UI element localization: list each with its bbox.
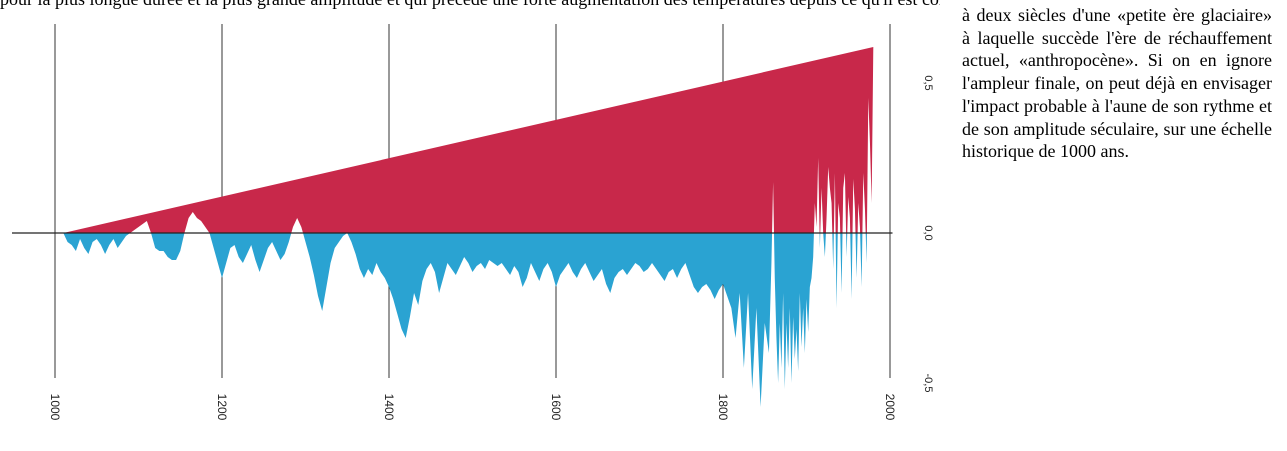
x-tick-label: 2000: [883, 394, 897, 421]
y-tick-label: 0,0: [922, 225, 934, 240]
temperature-anomaly-chart: -0,50,00,51,0100012001400160018002000: [12, 24, 934, 421]
x-tick-label: 1000: [48, 394, 62, 421]
negative-anomaly-area: [63, 233, 874, 407]
positive-anomaly-area: [63, 47, 874, 233]
anomaly-area-series: [63, 47, 874, 407]
x-tick-label: 1200: [215, 394, 229, 421]
y-tick-label: -0,5: [922, 374, 934, 393]
top-text-line: pour la plus longue durée et la plus gra…: [0, 0, 940, 9]
x-tick-label: 1600: [549, 394, 563, 421]
side-paragraph: à deux siècles d'une «petite ère glaciai…: [962, 5, 1272, 162]
y-tick-label: 0,5: [922, 75, 934, 90]
tick-labels: -0,50,00,51,0100012001400160018002000: [48, 75, 934, 421]
x-tick-label: 1400: [382, 394, 396, 421]
x-tick-label: 1800: [716, 394, 730, 421]
